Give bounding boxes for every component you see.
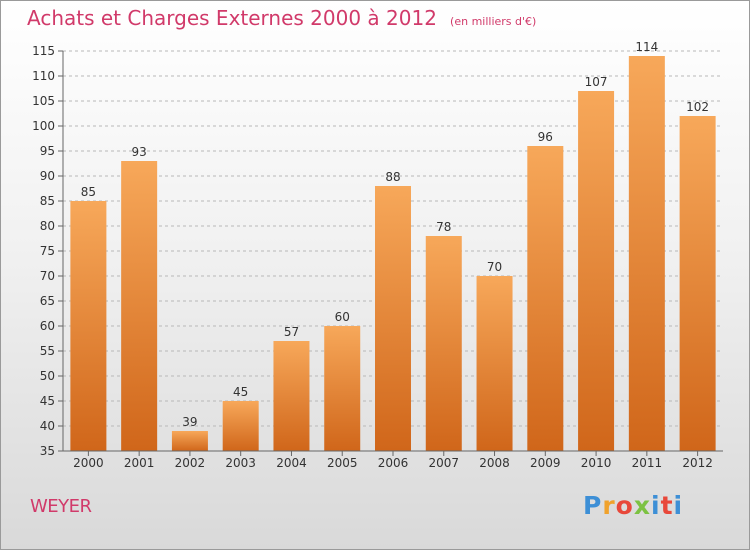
y-tick-label: 95	[40, 144, 55, 158]
title-main: Achats et Charges Externes 2000 à 2012	[27, 6, 437, 30]
bar	[121, 161, 158, 451]
title-subtitle: (en milliers d'€)	[450, 15, 537, 28]
bar	[628, 56, 665, 451]
chart-title: Achats et Charges Externes 2000 à 2012 (…	[27, 6, 536, 30]
y-tick-label: 85	[40, 194, 55, 208]
bar	[375, 186, 411, 451]
logo-letter: o	[615, 491, 634, 520]
x-tick-label: 2007	[428, 456, 459, 470]
y-axis: 35 40 45 50 55 60 65 70 75 80 85 90 95 100 105 110 115	[32, 44, 64, 458]
data-label: 57	[284, 325, 299, 339]
logo-letter: i	[673, 491, 684, 520]
y-tick-label: 35	[40, 444, 55, 458]
x-axis: 2000 2001 2002 2003 2004 2005 2006 2007 2008 2009…	[63, 450, 723, 470]
data-label: 70	[487, 260, 502, 274]
data-label: 60	[335, 310, 350, 324]
x-tick-label: 2002	[175, 456, 206, 470]
data-label: 107	[585, 75, 608, 89]
bar	[578, 91, 615, 451]
x-tick-label: 2005	[327, 456, 358, 470]
bar	[527, 146, 564, 451]
bar	[171, 431, 208, 451]
bar	[273, 341, 310, 451]
y-tick-label: 50	[40, 369, 55, 383]
logo-letter: t	[660, 491, 674, 520]
data-label: 96	[538, 130, 553, 144]
y-tick-label: 60	[40, 319, 55, 333]
y-tick-label: 40	[40, 419, 55, 433]
y-tick-label: 105	[32, 94, 55, 108]
logo-letter: P	[583, 491, 603, 520]
x-tick-label: 2009	[530, 456, 561, 470]
proxiti-logo[interactable]: Proxiti	[583, 491, 683, 520]
y-tick-label: 75	[40, 244, 55, 258]
x-tick-label: 2006	[378, 456, 409, 470]
bar	[679, 116, 716, 451]
logo-letter: x	[633, 491, 651, 520]
x-tick-label: 2000	[73, 456, 104, 470]
y-tick-label: 80	[40, 219, 55, 233]
x-tick-label: 2011	[632, 456, 663, 470]
x-tick-label: 2003	[225, 456, 256, 470]
data-label: 102	[686, 100, 709, 114]
bar	[425, 236, 462, 451]
y-tick-label: 45	[40, 394, 55, 408]
data-label: 93	[132, 145, 147, 159]
bar	[476, 276, 513, 451]
x-tick-label: 2001	[124, 456, 155, 470]
bar	[324, 326, 361, 451]
y-tick-label: 115	[32, 44, 55, 58]
data-label: 114	[635, 40, 658, 54]
y-tick-label: 65	[40, 294, 55, 308]
y-tick-label: 100	[32, 119, 55, 133]
data-label: 39	[182, 415, 197, 429]
logo-letter: i	[651, 491, 661, 520]
data-label: 45	[233, 385, 248, 399]
bar	[222, 401, 259, 451]
bar	[70, 201, 107, 451]
y-tick-label: 110	[32, 69, 55, 83]
y-tick-label: 55	[40, 344, 55, 358]
x-tick-label: 2010	[581, 456, 612, 470]
x-tick-label: 2004	[276, 456, 307, 470]
x-tick-label: 2008	[479, 456, 510, 470]
data-label: 78	[436, 220, 451, 234]
y-tick-label: 70	[40, 269, 55, 283]
bars: 85 93 39 45 57 60 88 78 70 96 107 114 102	[70, 40, 716, 451]
data-label: 88	[385, 170, 400, 184]
data-label: 85	[81, 185, 96, 199]
y-tick-label: 90	[40, 169, 55, 183]
logo-letter: r	[602, 491, 616, 520]
commune-name: WEYER	[30, 496, 92, 517]
x-tick-label: 2012	[682, 456, 713, 470]
